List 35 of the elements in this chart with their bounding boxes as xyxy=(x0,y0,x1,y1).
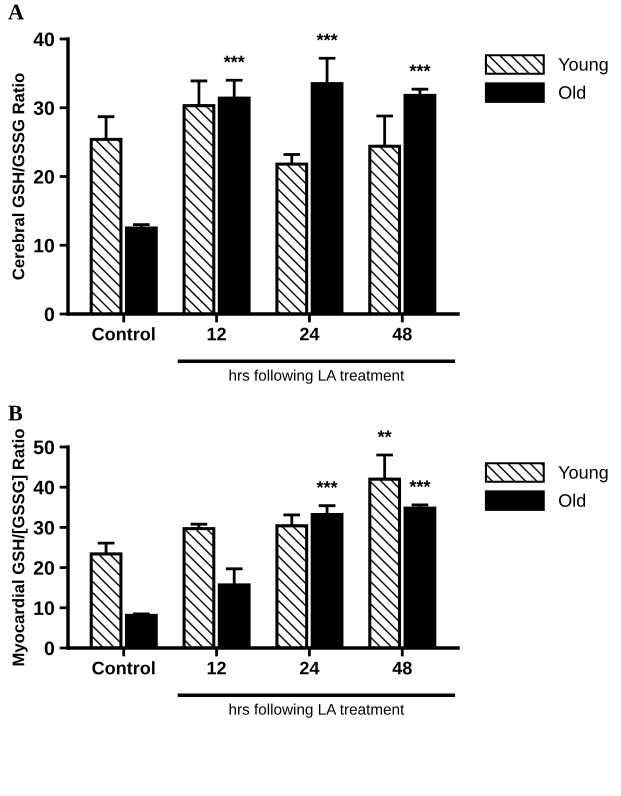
legend-label: Old xyxy=(559,86,586,99)
y-tick-label: 10 xyxy=(34,601,54,616)
x-tick-label: 48 xyxy=(392,662,412,674)
y-tick-label: 10 xyxy=(34,238,54,252)
x-tick-label: 24 xyxy=(300,662,320,674)
legend-label: Young xyxy=(558,466,608,482)
text: hrs following LA treatment xyxy=(230,704,404,718)
y-axis-title: Myocardial GSH/[GSSG] Ratio xyxy=(12,429,28,666)
annotation: *** xyxy=(409,64,430,72)
chart-title: B xyxy=(8,406,22,420)
y-tick-label: 30 xyxy=(34,520,54,535)
y-tick-label: 20 xyxy=(34,561,54,575)
legend-label: Young xyxy=(558,58,608,74)
y-tick-label: 40 xyxy=(33,32,54,46)
y-tick-label: 20 xyxy=(34,170,54,184)
annotation: *** xyxy=(316,481,338,488)
annotation: ** xyxy=(378,430,392,438)
x-tick-label: 12 xyxy=(208,328,226,340)
legend-label: Old xyxy=(559,494,586,507)
y-tick-label: 0 xyxy=(44,307,54,322)
annotation: *** xyxy=(224,56,245,62)
y-tick-label: 0 xyxy=(44,641,54,656)
x-tick-label: Control xyxy=(92,327,155,340)
annotation: *** xyxy=(316,34,338,40)
y-tick-label: 50 xyxy=(34,440,54,454)
y-tick-label: 40 xyxy=(33,480,54,494)
text: hrs following LA treatment xyxy=(230,370,404,384)
x-tick-label: 24 xyxy=(300,328,320,340)
x-tick-label: 12 xyxy=(208,662,226,674)
y-tick-label: 30 xyxy=(34,101,54,116)
y-axis-title: Cerebral GSH/GSSG Ratio xyxy=(12,73,24,280)
chart-title: A xyxy=(8,4,24,20)
x-tick-label: 48 xyxy=(392,328,412,340)
x-tick-label: Control xyxy=(92,661,155,674)
annotation: *** xyxy=(409,480,430,488)
